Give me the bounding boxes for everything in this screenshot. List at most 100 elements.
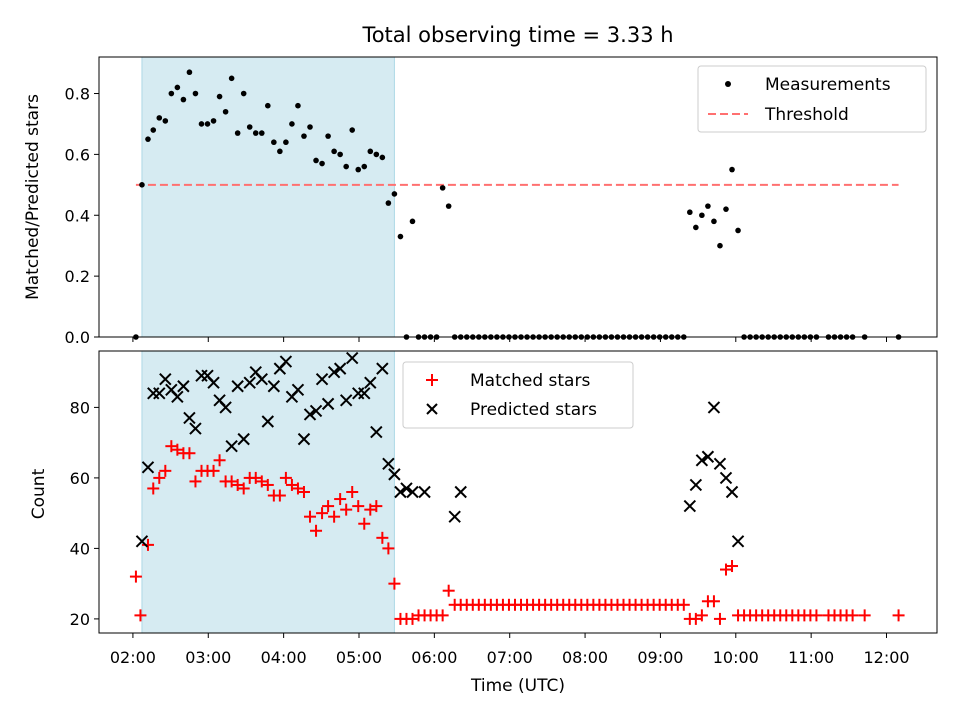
measurement-point [222, 108, 229, 115]
measurement-point [445, 203, 452, 209]
chart-title: Total observing time = 3.33 h [361, 23, 673, 47]
x-tick-label: 03:00 [185, 648, 231, 667]
matched-star-point [249, 471, 262, 484]
matched-star-point [304, 510, 317, 523]
predicted-star-point [364, 376, 377, 389]
matched-star-point [810, 609, 823, 622]
predicted-star-point [321, 397, 335, 411]
predicted-star-point [183, 411, 196, 425]
measurement-point [307, 124, 313, 130]
predicted-star-point [135, 535, 149, 548]
predicted-star-point [382, 457, 395, 471]
measurement-point [723, 206, 729, 212]
matched-star-point [382, 542, 395, 555]
predicted-star-point [159, 372, 172, 386]
measurement-point [687, 209, 693, 216]
matched-star-point [334, 493, 347, 506]
predicted-star-point [279, 355, 293, 368]
matched-star-point [707, 595, 720, 608]
predicted-star-point [171, 390, 184, 404]
measurement-point [325, 133, 331, 139]
measurement-point [246, 124, 253, 130]
matched-star-point [225, 475, 238, 488]
measurement-point [271, 139, 277, 146]
matched-star-point [858, 609, 871, 622]
bottom-y-axis-label: Count [29, 468, 49, 519]
bot-y-tick-label: 20 [70, 610, 90, 629]
matched-star-point [346, 486, 359, 498]
matched-star-point [310, 524, 323, 537]
matched-star-point [436, 609, 449, 622]
measurement-point [397, 233, 404, 240]
predicted-star-point [448, 510, 461, 523]
predicted-star-point [406, 485, 419, 499]
predicted-star-point [267, 380, 281, 393]
matched-star-point [340, 503, 353, 516]
matched-star-point [677, 598, 690, 611]
bottom-legend-box [402, 361, 634, 429]
matched-star-point [129, 570, 142, 583]
predicted-star-point [261, 415, 275, 428]
matched-star-point [207, 464, 220, 477]
predicted-star-point [400, 482, 413, 495]
predicted-star-point [701, 450, 715, 463]
bottom-plot-frame [98, 350, 938, 634]
top-observing-window [141, 56, 395, 338]
measurement-point [349, 127, 356, 133]
matched-star-point [328, 510, 341, 523]
matched-star-point [719, 563, 732, 576]
predicted-star-point [339, 394, 353, 407]
predicted-star-point [303, 408, 317, 421]
x-tick-label: 12:00 [863, 648, 909, 667]
predicted-star-point [297, 432, 311, 446]
measurement-point [379, 154, 386, 161]
predicted-star-point [231, 380, 244, 393]
legend-matched-marker [426, 374, 438, 386]
measurement-point [337, 151, 343, 158]
measurement-point [216, 93, 223, 100]
x-tick-label: 02:00 [110, 648, 156, 667]
measurement-point [385, 200, 392, 206]
measurement-point [717, 242, 723, 249]
measurement-point [313, 157, 319, 164]
predicted-star-point [418, 485, 431, 499]
predicted-star-point [370, 425, 383, 439]
matched-star-point [358, 517, 371, 530]
top-plot-frame [98, 56, 938, 338]
matched-star-point [165, 440, 178, 453]
predicted-star-point [225, 439, 238, 453]
matched-star-point [237, 482, 250, 495]
x-tick-label: 04:00 [261, 648, 307, 667]
top-panel: 0.00.20.40.60.8 Matched/Predicted stars … [23, 56, 938, 347]
measurement-point [186, 69, 193, 76]
predicted-star-point [725, 485, 739, 499]
matched-star-point [159, 464, 172, 477]
matched-star-point [171, 443, 184, 456]
predicted-star-point [358, 387, 371, 400]
top-y-tick-label: 0.4 [65, 206, 90, 225]
measurement-point [192, 90, 199, 97]
matched-star-point [141, 538, 154, 551]
measurement-point [439, 185, 446, 191]
predicted-star-point [689, 478, 703, 492]
measurement-point [355, 166, 362, 173]
matched-star-point [726, 560, 739, 573]
top-legend: Measurements Threshold [697, 65, 927, 133]
predicted-star-point [333, 362, 347, 375]
predicted-star-point [243, 376, 256, 389]
matched-star-point [255, 475, 268, 488]
matched-star-point [713, 612, 726, 625]
measurement-point [210, 118, 217, 124]
measurement-point [198, 121, 205, 127]
bot-y-tick-label: 60 [70, 469, 90, 488]
predicted-star-point [713, 457, 727, 471]
measurement-point [711, 218, 717, 225]
predicted-star-point [177, 380, 190, 393]
x-tick-label: 11:00 [788, 648, 834, 667]
x-tick-label: 10:00 [713, 648, 759, 667]
measurement-point [705, 203, 711, 209]
measurement-point [373, 151, 380, 158]
measurement-point [258, 130, 265, 136]
matched-star-point [322, 500, 335, 513]
predicted-star-point [315, 372, 329, 386]
